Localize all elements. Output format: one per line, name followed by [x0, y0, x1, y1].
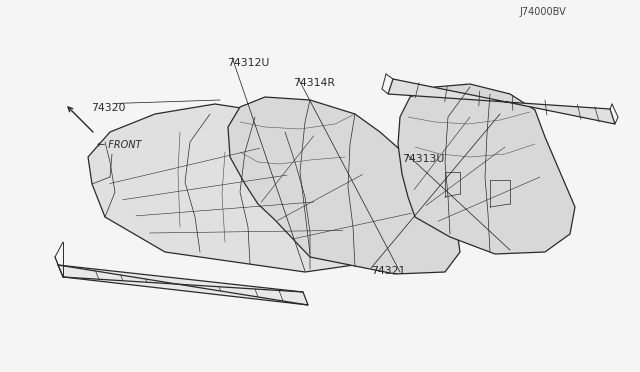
Polygon shape	[58, 265, 308, 305]
Text: 74314R: 74314R	[293, 78, 335, 88]
Polygon shape	[398, 84, 575, 254]
Text: 74312U: 74312U	[227, 58, 269, 68]
Text: 74313U: 74313U	[402, 154, 444, 164]
Polygon shape	[88, 104, 390, 272]
Text: 74320: 74320	[92, 103, 126, 113]
Text: 74321: 74321	[371, 266, 406, 276]
Polygon shape	[388, 79, 615, 124]
Text: ← FRONT: ← FRONT	[97, 140, 141, 150]
Polygon shape	[228, 97, 460, 274]
Text: J74000BV: J74000BV	[520, 7, 566, 17]
